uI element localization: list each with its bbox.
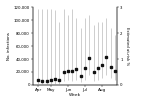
Y-axis label: No. infections: No. infections [8,32,11,60]
Y-axis label: Estimated at-risk %: Estimated at-risk % [125,27,129,65]
X-axis label: Week: Week [69,93,81,97]
